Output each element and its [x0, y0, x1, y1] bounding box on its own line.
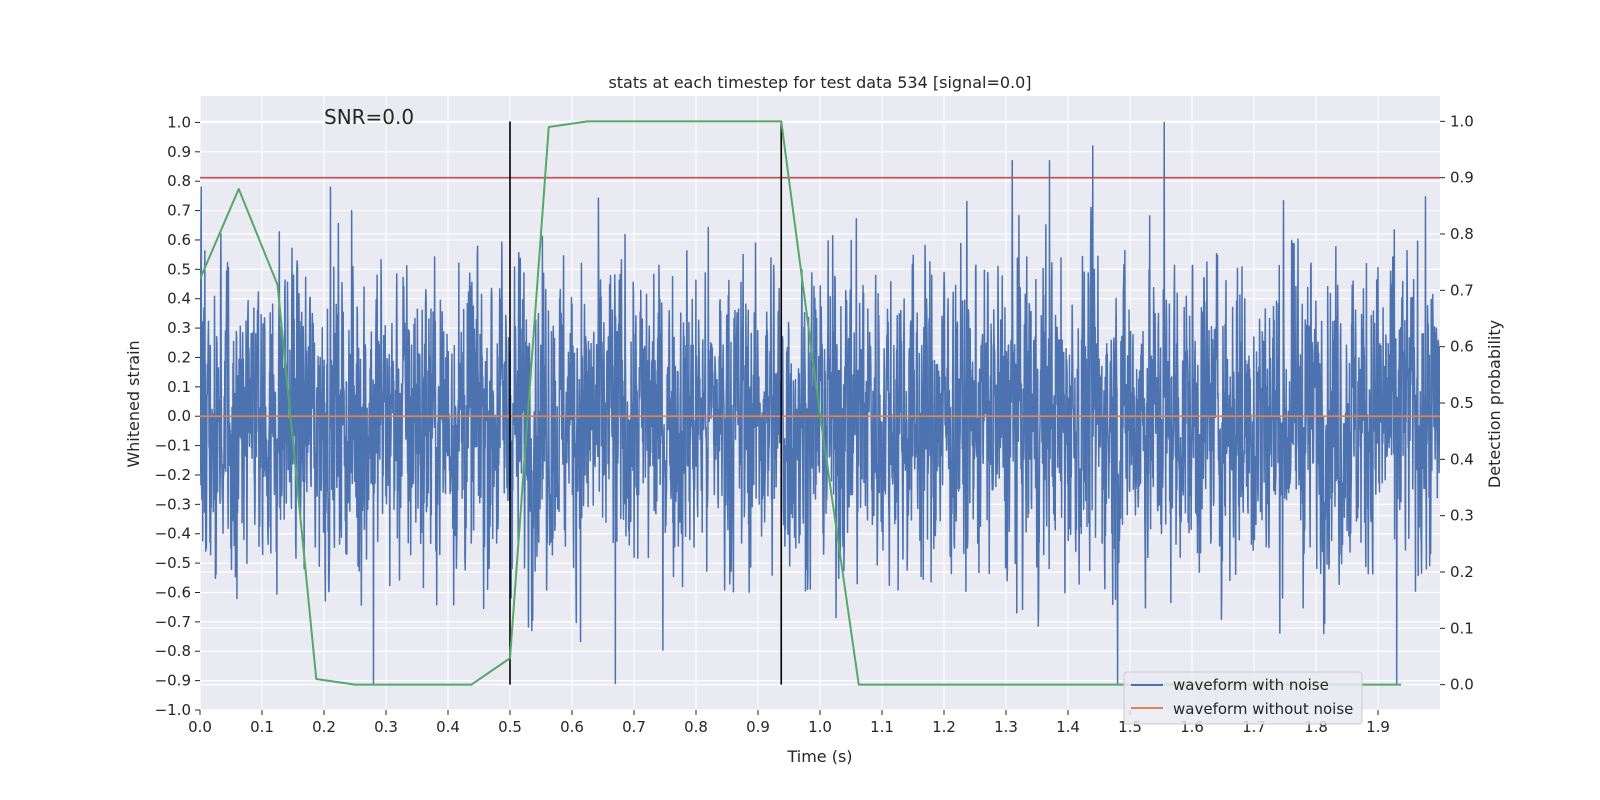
x-tick-label: 0.5	[498, 718, 522, 736]
y-tick-label: −0.2	[155, 466, 191, 484]
right-tick-label: 0.1	[1450, 619, 1474, 637]
x-axis-ticks: 0.0 0.1 0.2 0.3 0.4 0.5 0.6 0.7 0.8 0.9 1.0 1.1 1.2 1…	[188, 710, 1390, 736]
y-tick-label: 0.1	[167, 378, 191, 396]
right-tick-label: 0.3	[1450, 507, 1474, 525]
y-tick-label: 0.4	[167, 290, 191, 308]
right-tick-label: 0.9	[1450, 169, 1474, 187]
x-tick-label: 0.7	[622, 718, 646, 736]
legend: waveform with noise waveform without noi…	[1123, 671, 1363, 725]
x-tick-label: 1.3	[994, 718, 1018, 736]
x-tick-label: 1.0	[808, 718, 832, 736]
y-tick-label: −1.0	[155, 701, 191, 719]
y-tick-label: −0.5	[155, 554, 191, 572]
legend-label-clean: waveform without noise	[1173, 700, 1353, 718]
x-tick-label: 1.9	[1366, 718, 1390, 736]
y-tick-label: −0.3	[155, 495, 191, 513]
legend-label-noise: waveform with noise	[1173, 676, 1329, 694]
x-tick-label: 0.2	[312, 718, 336, 736]
right-tick-label: 0.4	[1450, 450, 1474, 468]
y-tick-label: 0.5	[167, 260, 191, 278]
x-tick-label: 0.8	[684, 718, 708, 736]
series-waveform-with-noise	[200, 121, 1440, 685]
y-axis-ticks: 1.0 0.9 0.8 0.7 0.6 0.5 0.4 0.3 0.2 0.1 0.0 −0.1 −0.…	[155, 113, 200, 719]
legend-box	[1123, 671, 1363, 725]
right-tick-label: 0.2	[1450, 563, 1474, 581]
chart-title: stats at each timestep for test data 534…	[608, 73, 1031, 92]
right-tick-label: 0.5	[1450, 394, 1474, 412]
right-tick-label: 1.0	[1450, 112, 1474, 130]
y-tick-label: −0.8	[155, 642, 191, 660]
x-tick-label: 1.4	[1056, 718, 1080, 736]
y-tick-label: 0.2	[167, 348, 191, 366]
x-tick-label: 0.1	[250, 718, 274, 736]
right-tick-label: 0.7	[1450, 281, 1474, 299]
right-tick-label: 0.6	[1450, 338, 1474, 356]
right-axis-label: Detection probability	[1485, 320, 1504, 488]
y-tick-label: −0.4	[155, 525, 191, 543]
y-tick-label: 1.0	[167, 113, 191, 131]
y-tick-label: −0.6	[155, 583, 191, 601]
y-axis-label: Whitened strain	[124, 340, 143, 467]
y-tick-label: −0.1	[155, 437, 191, 455]
y-tick-label: 0.9	[167, 143, 191, 161]
snr-annotation: SNR=0.0	[324, 105, 414, 129]
x-tick-label: 0.6	[560, 718, 584, 736]
right-tick-label: 0.0	[1450, 676, 1474, 694]
x-axis-label: Time (s)	[786, 747, 852, 766]
x-tick-label: 0.9	[746, 718, 770, 736]
plot-area	[200, 120, 1440, 686]
y-tick-label: 0.0	[167, 407, 191, 425]
x-tick-label: 1.2	[932, 718, 956, 736]
x-tick-label: 0.3	[374, 718, 398, 736]
y-tick-label: −0.9	[155, 672, 191, 690]
right-axis-ticks: 1.0 0.9 0.8 0.7 0.6 0.5 0.4 0.3 0.2 0.1 0.0	[1440, 112, 1474, 694]
y-tick-label: 0.6	[167, 231, 191, 249]
y-tick-label: 0.3	[167, 319, 191, 337]
x-tick-label: 1.1	[870, 718, 894, 736]
y-tick-label: 0.8	[167, 172, 191, 190]
y-tick-label: −0.7	[155, 613, 191, 631]
x-tick-label: 0.0	[188, 718, 212, 736]
right-tick-label: 0.8	[1450, 225, 1474, 243]
y-tick-label: 0.7	[167, 202, 191, 220]
x-tick-label: 0.4	[436, 718, 460, 736]
